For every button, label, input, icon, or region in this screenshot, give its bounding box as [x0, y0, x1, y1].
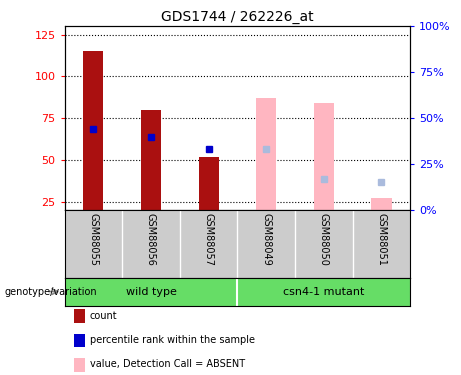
- Bar: [372, 198, 391, 210]
- Text: value, Detection Call = ABSENT: value, Detection Call = ABSENT: [90, 359, 245, 369]
- Text: GSM88049: GSM88049: [261, 213, 271, 266]
- Bar: [83, 51, 103, 210]
- Title: GDS1744 / 262226_at: GDS1744 / 262226_at: [161, 10, 314, 24]
- Text: GSM88051: GSM88051: [377, 213, 386, 266]
- Text: GSM88055: GSM88055: [89, 213, 98, 266]
- Text: percentile rank within the sample: percentile rank within the sample: [90, 335, 255, 345]
- Bar: [256, 98, 276, 210]
- Bar: [199, 156, 219, 210]
- Text: csn4-1 mutant: csn4-1 mutant: [283, 286, 365, 297]
- Text: genotype/variation: genotype/variation: [5, 286, 97, 297]
- Text: GSM88050: GSM88050: [319, 213, 329, 266]
- Text: wild type: wild type: [125, 286, 177, 297]
- Bar: [314, 103, 334, 210]
- Text: count: count: [90, 310, 118, 321]
- Bar: [141, 110, 161, 210]
- Text: GSM88056: GSM88056: [146, 213, 156, 266]
- Text: GSM88057: GSM88057: [204, 213, 213, 266]
